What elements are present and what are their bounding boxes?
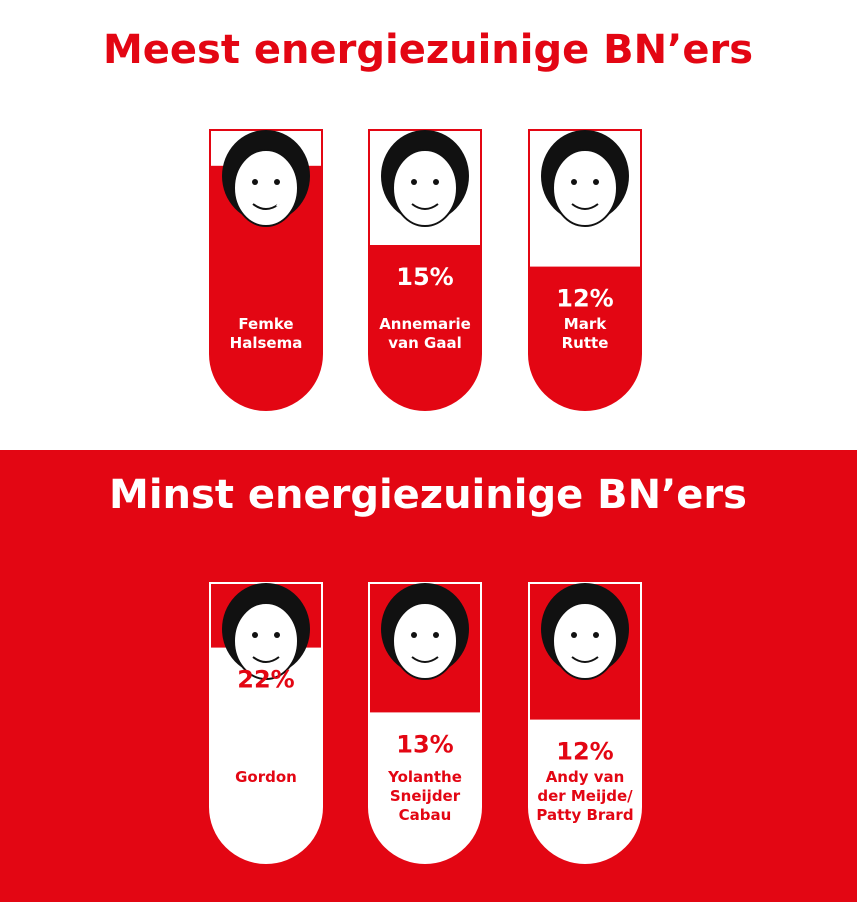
mouth — [571, 203, 599, 210]
eye — [571, 179, 577, 185]
value-label: 22% — [237, 666, 294, 694]
eye — [252, 632, 258, 638]
bar — [529, 719, 641, 863]
eye — [593, 632, 599, 638]
person-name: Yolanthe Sneijder Cabau — [388, 768, 462, 824]
face — [392, 149, 458, 227]
value-label: 13% — [396, 730, 453, 758]
bar — [210, 647, 322, 863]
value-label: 12% — [556, 285, 613, 313]
value-label: 26% — [237, 184, 294, 212]
eye — [411, 179, 417, 185]
eye — [433, 632, 439, 638]
person-name: Andy van der Meijde/ Patty Brard — [536, 768, 634, 824]
pill-outline — [368, 129, 482, 411]
eye — [411, 632, 417, 638]
person-name: Annemarie van Gaal — [379, 315, 471, 352]
eye — [274, 179, 280, 185]
eye — [274, 632, 280, 638]
eye — [433, 179, 439, 185]
eye — [593, 179, 599, 185]
section-title: Meest energiezuinige BN’ers — [103, 27, 753, 73]
face — [233, 602, 299, 680]
pill-outline — [528, 582, 642, 864]
eye — [252, 179, 258, 185]
face — [552, 149, 618, 227]
person-name: Gordon — [235, 768, 297, 786]
section-title: Minst energiezuinige BN’ers — [109, 472, 747, 518]
mouth — [571, 656, 599, 663]
pill-outline — [528, 129, 642, 411]
value-label: 15% — [396, 263, 453, 291]
mouth — [252, 203, 280, 210]
pill-outline — [368, 582, 482, 864]
face — [233, 149, 299, 227]
mouth — [411, 203, 439, 210]
person-name: Mark Rutte — [561, 315, 609, 352]
mouth — [411, 656, 439, 663]
bar — [369, 245, 481, 410]
person-name: Femke Halsema — [229, 315, 303, 352]
value-label: 12% — [556, 738, 613, 766]
mouth — [252, 656, 280, 663]
bar — [369, 712, 481, 863]
bar — [529, 266, 641, 410]
eye — [571, 632, 577, 638]
face — [392, 602, 458, 680]
pill-outline — [209, 129, 323, 411]
face — [552, 602, 618, 680]
pill-outline — [209, 582, 323, 864]
